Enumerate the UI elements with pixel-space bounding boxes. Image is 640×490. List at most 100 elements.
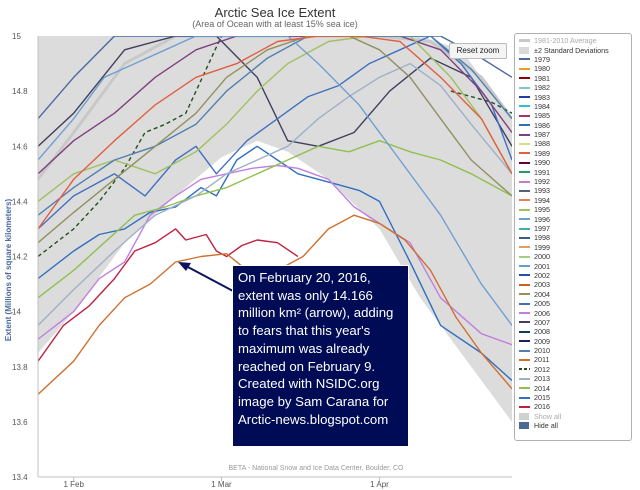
legend: 1981-2010 Average ±2 Standard Deviations 1… bbox=[514, 33, 632, 441]
legend-item--2-standard-deviations[interactable]: ±2 Standard Deviations bbox=[519, 45, 627, 55]
legend-item-1986[interactable]: 1986 bbox=[519, 121, 627, 130]
y-tick-label: 13.6 bbox=[12, 418, 28, 427]
y-tick-label: 14.6 bbox=[12, 142, 28, 151]
legend-label: 1991 bbox=[534, 167, 550, 177]
legend-label: 2000 bbox=[534, 252, 550, 262]
legend-item-2012[interactable]: 2012 bbox=[519, 365, 627, 374]
legend-swatch bbox=[519, 105, 530, 108]
legend-item-2008[interactable]: 2008 bbox=[519, 327, 627, 336]
legend-item-2000[interactable]: 2000 bbox=[519, 252, 627, 261]
legend-item-2004[interactable]: 2004 bbox=[519, 290, 627, 299]
legend-item-1997[interactable]: 1997 bbox=[519, 224, 627, 233]
legend-item-1991[interactable]: 1991 bbox=[519, 167, 627, 177]
legend-item-1981-2010-average[interactable]: 1981-2010 Average bbox=[519, 36, 627, 45]
series-line-1996-16 bbox=[38, 36, 512, 326]
legend-swatch bbox=[519, 302, 530, 305]
legend-swatch bbox=[519, 274, 530, 277]
legend-label: 1993 bbox=[534, 186, 550, 196]
legend-label: 1982 bbox=[534, 83, 550, 93]
legend-item-1979[interactable]: 1979 bbox=[519, 55, 627, 64]
legend-label: 2013 bbox=[534, 374, 550, 384]
legend-swatch bbox=[519, 412, 529, 420]
series-line-2014-9 bbox=[38, 140, 512, 299]
series-line-2016-4 bbox=[38, 228, 299, 362]
legend-item-hide-all[interactable]: Hide all bbox=[519, 421, 627, 430]
annotation-line: million km² (arrow), adding bbox=[238, 305, 394, 321]
legend-label: 2003 bbox=[534, 280, 550, 290]
legend-label: 1989 bbox=[534, 148, 550, 158]
legend-swatch bbox=[519, 246, 530, 249]
legend-item-2003[interactable]: 2003 bbox=[519, 280, 627, 289]
legend-item-2013[interactable]: 2013 bbox=[519, 374, 627, 383]
legend-item-2010[interactable]: 2010 bbox=[519, 346, 627, 355]
legend-item-show-all[interactable]: Show all bbox=[519, 412, 627, 421]
chart-credit: BETA - National Snow and Ice Data Center… bbox=[229, 465, 405, 472]
chart-title: Arctic Sea Ice Extent bbox=[215, 5, 336, 20]
annotation-line: image by Sam Carana for bbox=[238, 393, 389, 409]
annotation-line: extent was only 14.166 bbox=[238, 287, 373, 303]
legend-swatch bbox=[519, 340, 530, 343]
legend-label: Hide all bbox=[534, 421, 558, 431]
series-line-2007-7 bbox=[38, 36, 512, 147]
annotation-line: maximum was already bbox=[238, 340, 370, 356]
legend-swatch bbox=[519, 321, 530, 324]
legend-swatch bbox=[519, 255, 530, 258]
legend-item-2007[interactable]: 2007 bbox=[519, 318, 627, 327]
annotation-line: to fears that this year's bbox=[238, 323, 371, 339]
legend-item-1984[interactable]: 1984 bbox=[519, 102, 627, 111]
legend-label: 1979 bbox=[534, 54, 550, 64]
reset-zoom-button[interactable]: Reset zoom bbox=[449, 43, 507, 59]
legend-item-1989[interactable]: 1989 bbox=[519, 149, 627, 158]
legend-swatch bbox=[519, 161, 530, 164]
legend-item-1987[interactable]: 1987 bbox=[519, 130, 627, 139]
legend-item-1985[interactable]: 1985 bbox=[519, 111, 627, 120]
legend-item-1996[interactable]: 1996 bbox=[519, 214, 627, 224]
legend-item-2006[interactable]: 2006 bbox=[519, 308, 627, 318]
legend-swatch bbox=[519, 208, 530, 211]
legend-swatch bbox=[519, 77, 530, 80]
legend-item-1980[interactable]: 1980 bbox=[519, 64, 627, 73]
legend-item-1998[interactable]: 1998 bbox=[519, 233, 627, 242]
series-line-2015-3 bbox=[38, 145, 512, 382]
legend-item-2016[interactable]: 2016 bbox=[519, 402, 627, 411]
legend-label: Show all bbox=[534, 411, 562, 421]
legend-item-2002[interactable]: 2002 bbox=[519, 271, 627, 280]
legend-item-1995[interactable]: 1995 bbox=[519, 205, 627, 214]
legend-swatch bbox=[519, 58, 530, 61]
legend-item-2011[interactable]: 2011 bbox=[519, 355, 627, 364]
legend-item-2001[interactable]: 2001 bbox=[519, 261, 627, 271]
legend-swatch bbox=[519, 377, 530, 380]
series-line-1989-17 bbox=[38, 36, 512, 230]
legend-swatch bbox=[519, 405, 530, 408]
series-line-2010-13 bbox=[38, 36, 512, 216]
legend-label: 1984 bbox=[534, 101, 550, 111]
series-line-1981-2010-average-0 bbox=[38, 36, 512, 181]
legend-item-2014[interactable]: 2014 bbox=[519, 383, 627, 393]
annotation-line: Created with NSIDC.org bbox=[238, 376, 380, 392]
y-axis-label: Extent (Millions of square kilometers) bbox=[4, 199, 13, 342]
legend-item-1988[interactable]: 1988 bbox=[519, 139, 627, 148]
legend-item-2009[interactable]: 2009 bbox=[519, 337, 627, 346]
legend-label: 2009 bbox=[534, 336, 550, 346]
legend-item-1999[interactable]: 1999 bbox=[519, 243, 627, 252]
annotation-line: On February 20, 2016, bbox=[238, 270, 371, 285]
std-dev-band bbox=[38, 36, 512, 422]
legend-label: ±2 Standard Deviations bbox=[534, 45, 609, 55]
legend-item-1992[interactable]: 1992 bbox=[519, 177, 627, 186]
legend-item-2015[interactable]: 2015 bbox=[519, 393, 627, 402]
legend-item-1982[interactable]: 1982 bbox=[519, 83, 627, 92]
legend-swatch bbox=[519, 387, 530, 390]
legend-item-2005[interactable]: 2005 bbox=[519, 299, 627, 308]
legend-item-1993[interactable]: 1993 bbox=[519, 186, 627, 195]
legend-label: 2010 bbox=[534, 346, 550, 356]
legend-item-1994[interactable]: 1994 bbox=[519, 196, 627, 205]
legend-item-1981[interactable]: 1981 bbox=[519, 74, 627, 83]
legend-item-1990[interactable]: 1990 bbox=[519, 158, 627, 167]
legend-item-1983[interactable]: 1983 bbox=[519, 92, 627, 102]
legend-swatch bbox=[519, 283, 530, 286]
y-tick-label: 13.4 bbox=[12, 473, 28, 482]
chart-subtitle: (Area of Ocean with at least 15% sea ice… bbox=[192, 19, 358, 29]
legend-label: 1996 bbox=[534, 214, 550, 224]
y-tick-label: 14.8 bbox=[12, 87, 28, 96]
legend-label: 1981-2010 Average bbox=[534, 36, 597, 46]
